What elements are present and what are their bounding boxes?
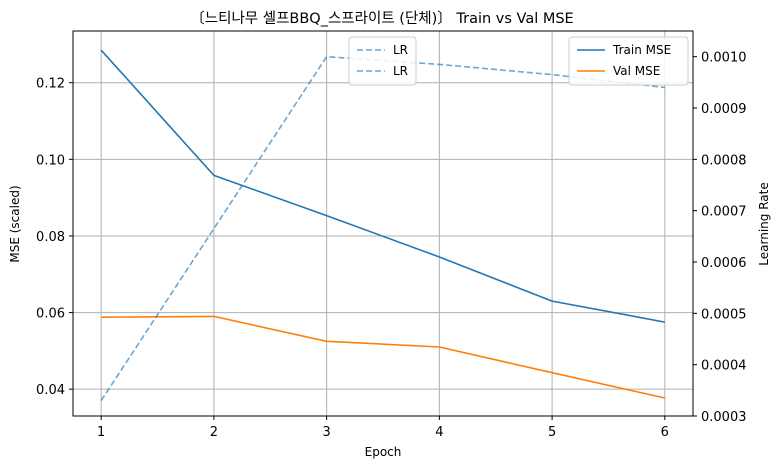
axis-ticks: 1 2 3 4 5 6 0.04 0.06 0.08 0.10 0.12 0.0003 0.0004 0.… (36, 51, 746, 440)
x-tick-label: 3 (322, 425, 330, 440)
y-tick-label: 0.10 (36, 153, 65, 168)
y-axis-label: MSE (scaled) (8, 185, 22, 262)
y-right-tick-label: 0.0009 (701, 102, 747, 117)
y-tick-label: 0.06 (36, 307, 65, 322)
legend-box (348, 36, 417, 86)
y-right-tick-label: 0.0005 (701, 307, 747, 322)
chart-title: 〔느티나무 셀프BBQ_스프라이트 (단체)〕 Train vs Val MSE (190, 10, 573, 27)
y-tick-label: 0.12 (36, 77, 65, 92)
legend-label: Train MSE (612, 43, 671, 57)
legend-box (568, 36, 689, 86)
x-tick-label: 5 (548, 425, 556, 440)
plot-frame (72, 30, 694, 417)
x-axis-label: Epoch (365, 445, 402, 459)
x-tick-label: 4 (435, 425, 443, 440)
legend-label: LR (393, 64, 408, 78)
series-line-val-mse (101, 315, 665, 399)
legend-label: LR (393, 43, 408, 57)
series-line-train-mse (100, 49, 665, 323)
series-line-lr (100, 55, 665, 402)
legends: LR LR Train MSE Val MSE (348, 36, 689, 86)
x-tick-label: 2 (210, 425, 218, 440)
legend-label: Val MSE (613, 64, 660, 78)
y-tick-label: 0.08 (36, 230, 65, 245)
y-right-tick-label: 0.0003 (701, 410, 747, 425)
series-group (100, 49, 665, 402)
y-right-tick-label: 0.0004 (701, 359, 747, 374)
x-tick-label: 6 (661, 425, 669, 440)
y-right-tick-label: 0.0008 (701, 153, 747, 168)
y-axis-right-label: Learning Rate (757, 182, 771, 265)
grid (73, 31, 693, 416)
y-right-tick-label: 0.0007 (701, 205, 747, 220)
y-tick-label: 0.04 (36, 383, 65, 398)
x-tick-label: 1 (97, 425, 105, 440)
y-right-tick-label: 0.0010 (701, 51, 747, 66)
y-right-tick-label: 0.0006 (701, 256, 747, 271)
